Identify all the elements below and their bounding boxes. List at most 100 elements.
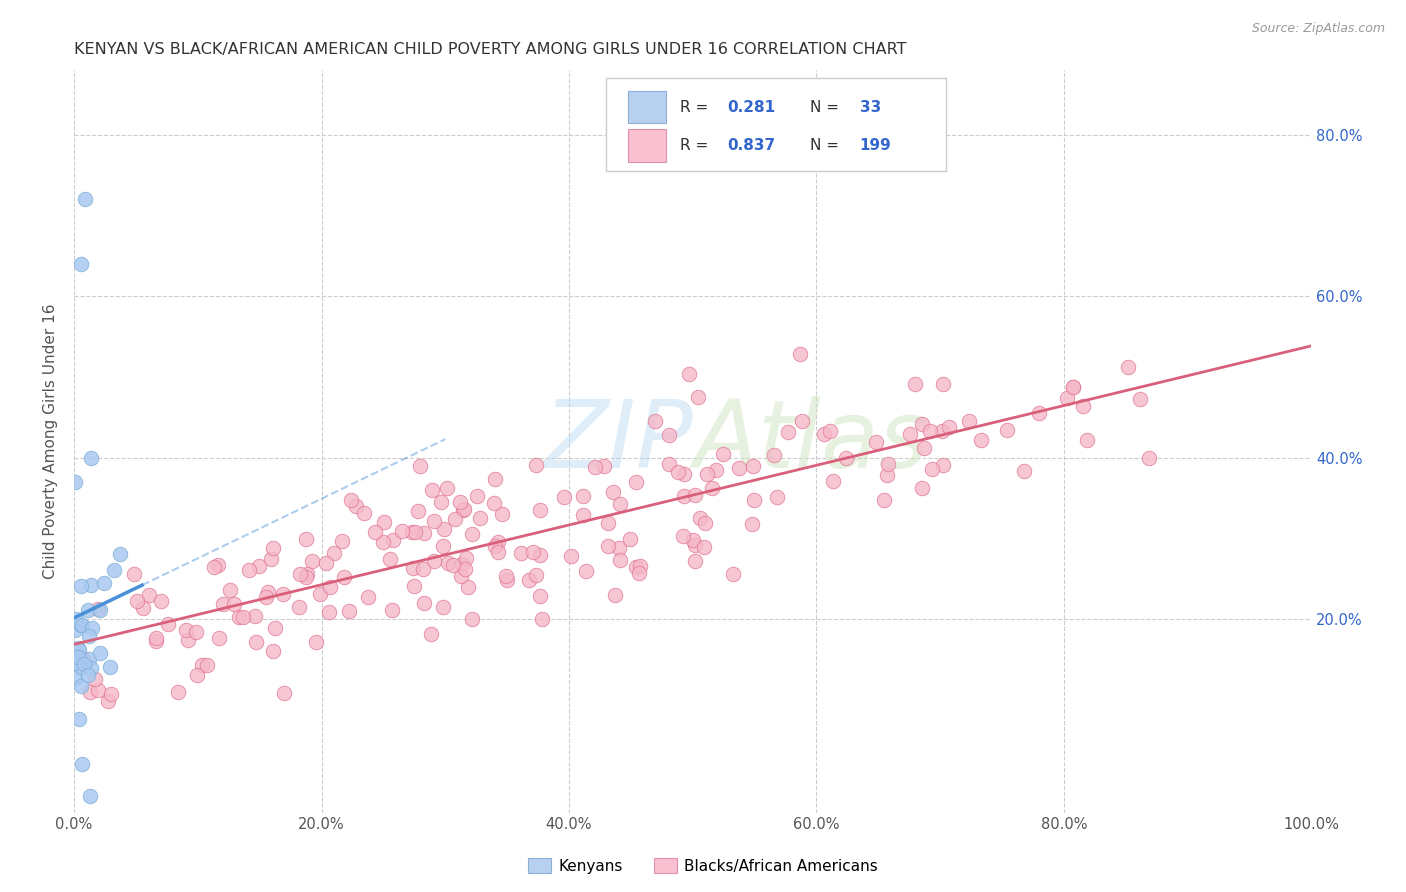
Point bbox=[450, 569, 472, 583]
Point bbox=[138, 588, 160, 602]
Point bbox=[666, 465, 689, 479]
Point bbox=[70, 660, 93, 674]
Point bbox=[423, 554, 446, 568]
Point bbox=[323, 546, 346, 560]
Point bbox=[437, 556, 460, 570]
Point bbox=[122, 566, 145, 581]
Point bbox=[80, 621, 103, 635]
Point bbox=[658, 457, 681, 471]
Point bbox=[877, 457, 900, 471]
Point bbox=[288, 567, 311, 582]
Text: Atlas: Atlas bbox=[693, 396, 928, 487]
Point bbox=[186, 668, 208, 682]
Point bbox=[195, 657, 218, 672]
Point bbox=[911, 481, 934, 495]
Point bbox=[1056, 391, 1078, 405]
Point bbox=[76, 602, 98, 616]
Point bbox=[683, 488, 706, 502]
Point bbox=[763, 448, 786, 462]
Point bbox=[409, 459, 432, 474]
Point bbox=[517, 574, 540, 588]
Point bbox=[486, 535, 509, 549]
Point bbox=[273, 587, 295, 601]
Point bbox=[603, 588, 626, 602]
Point bbox=[77, 629, 100, 643]
Point bbox=[97, 694, 120, 708]
Point bbox=[673, 489, 696, 503]
Point bbox=[353, 506, 375, 520]
Point bbox=[433, 522, 456, 536]
Point bbox=[295, 570, 318, 584]
Point bbox=[685, 554, 707, 568]
Point bbox=[1076, 433, 1098, 447]
Point bbox=[491, 508, 513, 522]
Point bbox=[524, 458, 547, 473]
Point bbox=[145, 631, 167, 645]
Point bbox=[149, 593, 172, 607]
Text: ZIP: ZIP bbox=[543, 396, 693, 487]
Point bbox=[69, 618, 91, 632]
Point bbox=[211, 597, 233, 611]
Point bbox=[98, 660, 121, 674]
Point bbox=[449, 495, 471, 509]
Point bbox=[696, 467, 718, 482]
Point bbox=[340, 493, 363, 508]
Point bbox=[898, 426, 921, 441]
Point bbox=[766, 491, 789, 505]
Point bbox=[69, 257, 91, 271]
Point bbox=[484, 539, 506, 553]
Point bbox=[420, 627, 443, 641]
Point bbox=[1062, 380, 1084, 394]
Point bbox=[430, 495, 453, 509]
Point bbox=[305, 635, 328, 649]
Point bbox=[1028, 406, 1050, 420]
Point bbox=[821, 474, 844, 488]
Point bbox=[686, 390, 709, 404]
Point bbox=[332, 534, 354, 549]
Point bbox=[678, 367, 700, 381]
Point bbox=[704, 463, 727, 477]
Point bbox=[256, 584, 278, 599]
FancyBboxPatch shape bbox=[606, 78, 946, 170]
Point bbox=[560, 549, 582, 563]
Text: 199: 199 bbox=[860, 138, 891, 153]
Text: N =: N = bbox=[810, 138, 844, 153]
Point bbox=[432, 600, 454, 615]
Point bbox=[295, 532, 318, 546]
Point bbox=[673, 467, 696, 482]
Point bbox=[624, 475, 647, 489]
Text: KENYAN VS BLACK/AFRICAN AMERICAN CHILD POVERTY AMONG GIRLS UNDER 16 CORRELATION : KENYAN VS BLACK/AFRICAN AMERICAN CHILD P… bbox=[75, 42, 907, 57]
Point bbox=[522, 545, 544, 559]
Point bbox=[593, 458, 616, 473]
Text: R =: R = bbox=[681, 138, 713, 153]
Point bbox=[1062, 380, 1084, 394]
Point bbox=[247, 559, 270, 574]
Point bbox=[83, 672, 105, 686]
Point bbox=[776, 425, 799, 439]
Point bbox=[301, 554, 323, 568]
Point bbox=[373, 515, 395, 529]
Point bbox=[1012, 464, 1035, 478]
Point bbox=[295, 566, 318, 581]
Point bbox=[931, 458, 953, 472]
Point bbox=[89, 603, 111, 617]
Point bbox=[484, 472, 506, 486]
Point bbox=[238, 563, 260, 577]
Point bbox=[73, 657, 96, 671]
Point bbox=[1116, 359, 1139, 374]
Point bbox=[309, 587, 332, 601]
Point bbox=[364, 524, 387, 539]
Point bbox=[391, 524, 413, 538]
Point bbox=[176, 632, 198, 647]
Point bbox=[484, 496, 506, 510]
Point bbox=[63, 623, 86, 637]
Point bbox=[63, 656, 86, 670]
Text: N =: N = bbox=[810, 100, 844, 115]
Point bbox=[931, 424, 953, 438]
Point bbox=[174, 623, 197, 637]
Point bbox=[67, 643, 90, 657]
Point bbox=[702, 481, 724, 495]
Text: 0.281: 0.281 bbox=[727, 100, 776, 115]
Point bbox=[486, 545, 509, 559]
Point bbox=[957, 414, 980, 428]
